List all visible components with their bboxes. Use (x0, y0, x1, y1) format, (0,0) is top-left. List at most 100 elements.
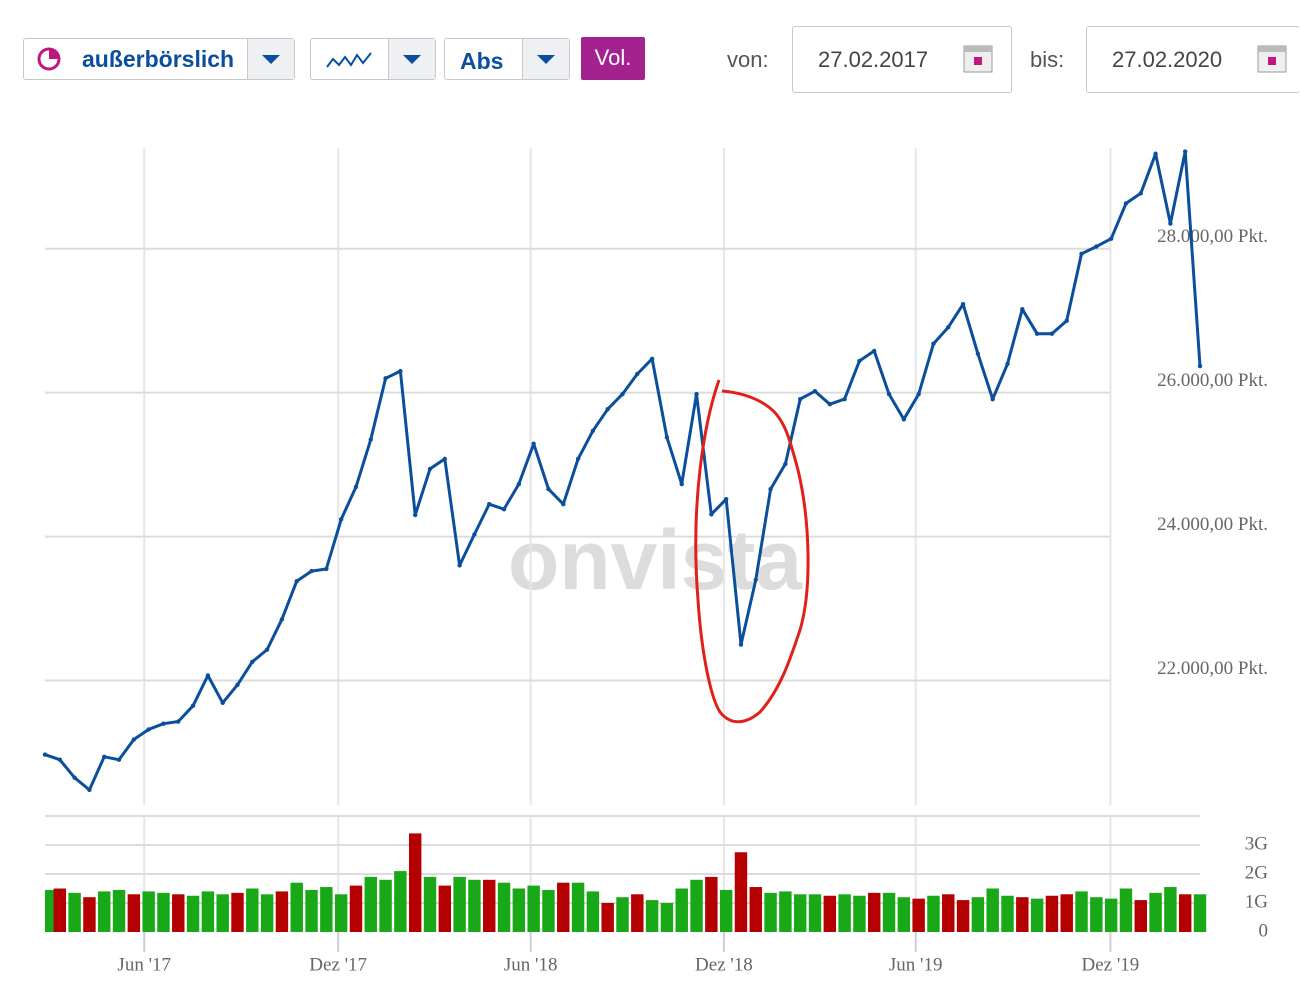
volume-bar (645, 900, 659, 932)
x-tick-label: Dez '19 (1082, 954, 1140, 975)
exchange-label: außerbörslich (82, 46, 235, 72)
price-point (605, 407, 610, 412)
volume-bar (1030, 898, 1044, 932)
volume-bar (675, 888, 688, 932)
volume-bar (971, 897, 985, 932)
price-point (72, 775, 77, 780)
from-label: von: (727, 47, 769, 72)
volume-bar (172, 894, 185, 932)
scale-dropdown[interactable]: Abs (444, 38, 570, 80)
price-point (1064, 318, 1069, 323)
price-point (42, 752, 48, 757)
y-tick-label: 22.000,00 Pkt. (1157, 658, 1268, 679)
volume-bar (912, 898, 925, 932)
price-point (901, 417, 907, 422)
volume-button[interactable]: Vol. (581, 37, 645, 80)
volume-bar (142, 891, 155, 932)
volume-bar (660, 903, 674, 932)
volume-bar (1060, 894, 1073, 932)
volume-bar (423, 876, 437, 932)
volume-bar (942, 894, 955, 932)
price-point (309, 568, 314, 574)
volume-bar (542, 889, 555, 932)
scale-label: Abs (460, 48, 504, 74)
volume-bar (186, 895, 200, 932)
price-point (975, 351, 981, 357)
calendar-icon[interactable] (1257, 45, 1287, 73)
volume-bar (83, 897, 96, 932)
price-point (1153, 151, 1158, 156)
grid: 22.000,00 Pkt. 24.000,00 Pkt. 26.000,00 Pk… (45, 148, 1268, 975)
price-point (649, 356, 655, 362)
volume-bar (53, 888, 67, 932)
x-tick-label: Jun '17 (117, 954, 171, 975)
volume-bar (986, 888, 999, 932)
to-date: 27.02.2020 (1112, 47, 1223, 72)
volume-bar (275, 891, 289, 932)
volume-bar (1193, 894, 1207, 932)
price-point (946, 324, 951, 330)
exchange-dropdown[interactable]: außerbörslich (23, 38, 295, 80)
x-tick-label: Jun '18 (504, 954, 558, 975)
x-tick-label: Dez '18 (695, 954, 753, 975)
price-point (279, 617, 285, 622)
price-point (916, 391, 921, 397)
price-point (146, 727, 151, 732)
y-tick-label: 2G (1245, 862, 1269, 883)
volume-bar (379, 879, 392, 932)
price-point (768, 486, 773, 492)
volume-bar (749, 887, 762, 932)
price-point (590, 428, 596, 434)
volume-bar (1075, 891, 1088, 932)
price-point (57, 757, 63, 762)
chart-style-dropdown[interactable] (310, 38, 436, 80)
dropdown-arrow[interactable] (247, 39, 294, 79)
price-point (294, 579, 299, 584)
calendar-icon[interactable] (963, 45, 993, 73)
y-tick-label: 24.000,00 Pkt. (1157, 514, 1268, 535)
price-point (679, 481, 684, 487)
price-point (753, 577, 758, 582)
volume-bar (868, 892, 881, 932)
from-date-input[interactable]: 27.02.2017 (792, 26, 1012, 93)
volume-bar (586, 891, 600, 932)
volume-bar (157, 892, 170, 932)
volume-bar (1149, 892, 1162, 932)
line-icon (326, 52, 372, 68)
volume-bar (394, 871, 407, 932)
price-point (1108, 236, 1114, 241)
volume-bar (853, 895, 866, 932)
to-label: bis: (1030, 47, 1065, 72)
volume-bar (483, 879, 496, 932)
marks (42, 149, 1207, 932)
volume-bar (764, 892, 777, 932)
volume-bar (882, 892, 896, 932)
dropdown-arrow[interactable] (522, 39, 569, 79)
volume-bar (260, 894, 274, 932)
price-point (190, 703, 196, 708)
volume-bar (453, 876, 466, 932)
volume-bar (823, 895, 837, 932)
price-point (338, 517, 344, 522)
price-point (635, 371, 640, 377)
price-point (161, 721, 166, 726)
price-point (1168, 221, 1173, 226)
volume-bar (1045, 895, 1059, 932)
y-tick-label: 26.000,00 Pkt. (1157, 370, 1268, 391)
price-point (516, 481, 522, 487)
volume-bar (808, 894, 822, 932)
price-point (575, 456, 581, 462)
to-date-input[interactable]: 27.02.2020 (1086, 26, 1300, 93)
x-tick-label: Jun '19 (889, 954, 943, 975)
volume-bar (512, 888, 526, 932)
volume-bar (616, 897, 629, 932)
dropdown-arrow[interactable] (388, 39, 435, 79)
volume-bar (1178, 894, 1192, 932)
volume-bar (364, 876, 377, 932)
volume-bar (557, 882, 570, 932)
volume-bar (1016, 897, 1029, 932)
from-date: 27.02.2017 (818, 47, 929, 72)
price-point (531, 441, 536, 446)
price-point (664, 435, 670, 440)
price-point (1197, 363, 1203, 369)
